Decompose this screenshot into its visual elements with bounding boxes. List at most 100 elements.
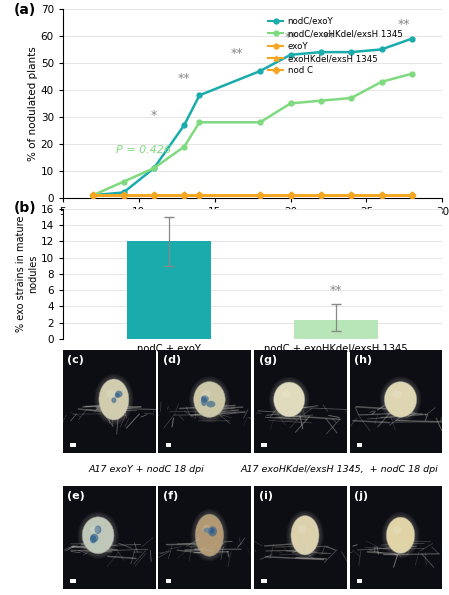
Text: (h): (h) [354,355,372,365]
FancyArrowPatch shape [265,417,307,419]
Text: (j): (j) [354,491,368,501]
FancyArrowPatch shape [190,543,224,547]
Ellipse shape [192,511,227,560]
FancyArrowPatch shape [184,549,220,551]
Ellipse shape [79,513,118,558]
Ellipse shape [97,377,131,422]
Text: **: ** [178,71,190,84]
Ellipse shape [90,534,98,542]
Y-axis label: % exo strains in mature
nodules: % exo strains in mature nodules [16,215,38,332]
Ellipse shape [201,395,209,402]
FancyArrowPatch shape [296,558,326,559]
Bar [294,320,378,339]
Ellipse shape [393,526,402,534]
Text: (c): (c) [67,355,84,365]
Ellipse shape [80,514,116,556]
Ellipse shape [94,374,133,425]
Bar [261,443,267,447]
FancyArrowPatch shape [72,546,98,547]
Ellipse shape [270,378,308,421]
FancyArrowPatch shape [286,415,340,419]
FancyArrowPatch shape [83,404,118,407]
Text: (d): (d) [163,355,181,365]
Ellipse shape [98,378,130,421]
Ellipse shape [190,378,229,421]
FancyArrowPatch shape [100,407,141,411]
FancyArrowPatch shape [185,549,217,550]
Ellipse shape [106,389,115,397]
Text: (g): (g) [259,355,277,365]
Text: (f): (f) [163,491,178,501]
FancyArrowPatch shape [396,554,439,555]
Text: **: ** [284,31,297,44]
Ellipse shape [115,391,123,397]
Ellipse shape [94,525,101,534]
FancyArrowPatch shape [205,410,238,413]
Bar [128,241,211,339]
Ellipse shape [384,515,417,556]
Ellipse shape [298,525,306,533]
FancyArrowPatch shape [204,408,234,412]
FancyArrowPatch shape [70,543,108,544]
Ellipse shape [206,401,216,408]
FancyArrowPatch shape [71,550,112,552]
FancyArrowPatch shape [97,408,125,409]
Bar [357,579,362,583]
Ellipse shape [99,379,129,420]
Ellipse shape [208,527,217,537]
Text: A17 exoHKdel/exsH 1345,  + nodC 18 dpi: A17 exoHKdel/exsH 1345, + nodC 18 dpi [241,465,439,474]
Bar [166,579,172,583]
FancyArrowPatch shape [367,417,391,419]
Ellipse shape [82,517,114,554]
FancyArrowPatch shape [297,545,329,547]
Ellipse shape [202,390,211,397]
FancyArrowPatch shape [368,552,396,554]
Ellipse shape [392,390,402,397]
Text: **: ** [231,47,244,60]
Legend: nodC/exoY, nodC/exoHKdel/exsH 1345, exoY, exoHKdel/exsH 1345, nod C: nodC/exoY, nodC/exoHKdel/exsH 1345, exoY… [264,13,406,79]
Text: **: ** [330,284,342,297]
Ellipse shape [273,381,306,418]
Text: (a): (a) [13,3,36,17]
Bar [70,579,76,583]
Ellipse shape [286,511,324,560]
FancyArrowPatch shape [108,556,136,559]
FancyArrowPatch shape [275,546,308,547]
Ellipse shape [282,391,291,397]
Ellipse shape [90,526,100,533]
FancyArrowPatch shape [269,421,312,423]
Ellipse shape [191,509,228,562]
Ellipse shape [383,380,418,419]
Ellipse shape [189,377,230,422]
FancyArrowPatch shape [381,414,427,418]
FancyArrowPatch shape [258,411,286,413]
FancyArrowPatch shape [381,543,424,545]
Ellipse shape [90,535,97,543]
Bar [357,443,362,447]
Ellipse shape [193,380,226,419]
Text: *: * [151,109,157,123]
Text: (e): (e) [67,491,85,501]
FancyArrowPatch shape [79,409,103,412]
Ellipse shape [291,515,319,555]
Ellipse shape [203,528,213,533]
Ellipse shape [78,512,119,559]
Ellipse shape [191,379,228,420]
Ellipse shape [290,514,320,556]
FancyArrowPatch shape [264,544,296,546]
FancyArrowPatch shape [369,546,414,550]
Text: **: ** [398,17,410,30]
Ellipse shape [382,379,419,420]
Ellipse shape [115,393,120,398]
Ellipse shape [111,397,116,403]
FancyArrowPatch shape [110,544,141,545]
FancyArrowPatch shape [275,415,313,418]
Text: (i): (i) [259,491,273,501]
FancyArrowPatch shape [353,421,389,422]
Text: P = 0.426: P = 0.426 [116,145,171,155]
Ellipse shape [194,381,225,418]
FancyArrowPatch shape [72,547,117,550]
FancyArrowPatch shape [267,413,290,415]
FancyArrowPatch shape [177,550,203,553]
Ellipse shape [289,513,321,558]
